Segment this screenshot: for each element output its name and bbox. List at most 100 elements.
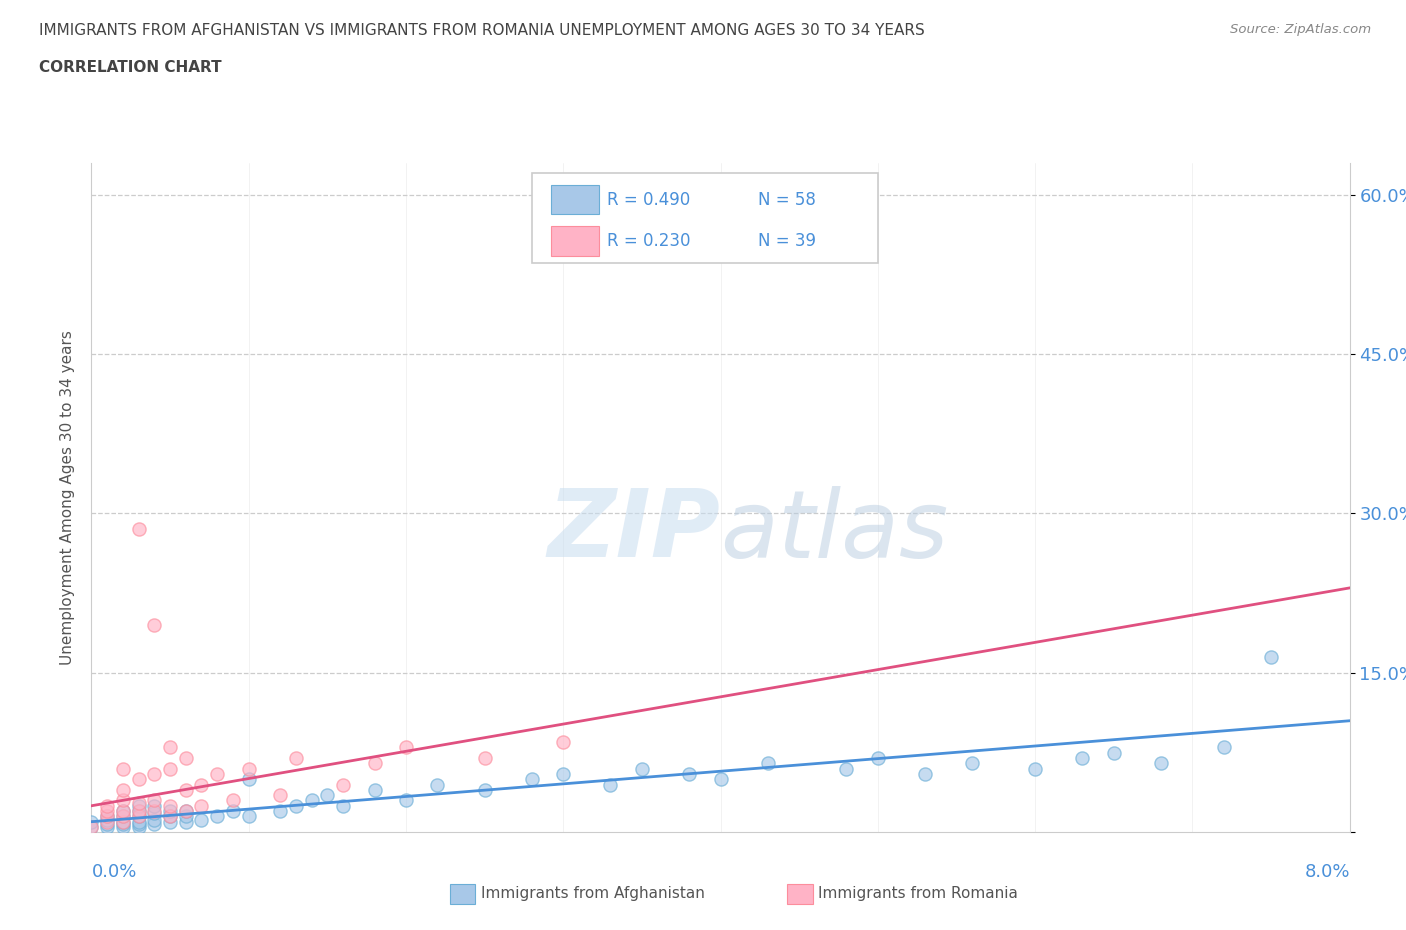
- Point: [111, 819, 134, 834]
- Point: [96, 812, 118, 827]
- Text: atlas: atlas: [720, 485, 949, 577]
- Point: [520, 772, 543, 787]
- Text: Immigrants from Afghanistan: Immigrants from Afghanistan: [481, 886, 704, 901]
- Point: [238, 809, 260, 824]
- Point: [238, 761, 260, 776]
- Point: [866, 751, 889, 765]
- Point: [238, 772, 260, 787]
- Point: [143, 805, 166, 820]
- Point: [174, 804, 197, 818]
- Point: [205, 766, 228, 781]
- Point: [159, 798, 181, 813]
- Point: [222, 804, 245, 818]
- Point: [205, 809, 228, 824]
- Point: [159, 809, 181, 824]
- Point: [111, 804, 134, 818]
- Text: R = 0.490: R = 0.490: [607, 191, 690, 208]
- Point: [962, 756, 984, 771]
- Point: [80, 819, 103, 834]
- Point: [756, 756, 779, 771]
- Y-axis label: Unemployment Among Ages 30 to 34 years: Unemployment Among Ages 30 to 34 years: [59, 330, 75, 665]
- FancyBboxPatch shape: [551, 226, 599, 256]
- Point: [96, 798, 118, 813]
- Point: [111, 782, 134, 797]
- Point: [174, 751, 197, 765]
- Point: [395, 793, 418, 808]
- Point: [174, 809, 197, 824]
- Point: [111, 804, 134, 818]
- Point: [111, 815, 134, 830]
- Point: [128, 809, 150, 824]
- Point: [553, 766, 575, 781]
- Point: [96, 809, 118, 824]
- Point: [709, 772, 731, 787]
- Point: [111, 815, 134, 830]
- Point: [631, 761, 654, 776]
- Text: IMMIGRANTS FROM AFGHANISTAN VS IMMIGRANTS FROM ROMANIA UNEMPLOYMENT AMONG AGES 3: IMMIGRANTS FROM AFGHANISTAN VS IMMIGRANT…: [39, 23, 925, 38]
- FancyBboxPatch shape: [551, 185, 599, 214]
- Point: [128, 804, 150, 818]
- Point: [111, 793, 134, 808]
- Point: [96, 809, 118, 824]
- Point: [128, 798, 150, 813]
- Text: ZIP: ZIP: [548, 485, 720, 577]
- Point: [1212, 740, 1234, 755]
- Point: [332, 777, 354, 792]
- Point: [143, 793, 166, 808]
- Point: [1102, 745, 1125, 760]
- Point: [914, 766, 936, 781]
- Point: [474, 751, 496, 765]
- Point: [284, 751, 307, 765]
- Point: [128, 804, 150, 818]
- Point: [111, 761, 134, 776]
- Point: [1024, 761, 1046, 776]
- Point: [111, 809, 134, 824]
- Point: [143, 798, 166, 813]
- Point: [128, 522, 150, 537]
- Point: [143, 618, 166, 632]
- Point: [143, 766, 166, 781]
- Point: [128, 819, 150, 834]
- Point: [190, 777, 212, 792]
- Point: [80, 819, 103, 834]
- Text: N = 39: N = 39: [758, 232, 817, 250]
- Point: [128, 795, 150, 810]
- Point: [143, 812, 166, 827]
- Text: N = 58: N = 58: [758, 191, 817, 208]
- Point: [128, 817, 150, 831]
- Point: [174, 782, 197, 797]
- Point: [143, 804, 166, 818]
- Point: [1071, 751, 1094, 765]
- Point: [96, 817, 118, 831]
- Point: [128, 815, 150, 830]
- Point: [159, 809, 181, 824]
- Point: [269, 804, 291, 818]
- Point: [96, 819, 118, 834]
- Point: [128, 809, 150, 824]
- Point: [301, 793, 323, 808]
- Point: [96, 815, 118, 830]
- Text: Source: ZipAtlas.com: Source: ZipAtlas.com: [1230, 23, 1371, 36]
- Text: Immigrants from Romania: Immigrants from Romania: [818, 886, 1018, 901]
- Text: 0.0%: 0.0%: [91, 863, 136, 882]
- Text: R = 0.230: R = 0.230: [607, 232, 690, 250]
- Point: [284, 798, 307, 813]
- Point: [111, 809, 134, 824]
- Point: [395, 740, 418, 755]
- Point: [159, 804, 181, 818]
- Point: [96, 804, 118, 818]
- Point: [363, 782, 385, 797]
- Point: [678, 766, 700, 781]
- Point: [835, 761, 858, 776]
- Point: [269, 788, 291, 803]
- Text: 8.0%: 8.0%: [1305, 863, 1350, 882]
- Point: [143, 817, 166, 831]
- Point: [474, 782, 496, 797]
- Point: [426, 777, 449, 792]
- Point: [363, 756, 385, 771]
- FancyBboxPatch shape: [531, 173, 877, 263]
- Point: [332, 798, 354, 813]
- Point: [174, 815, 197, 830]
- Point: [1260, 649, 1282, 664]
- Point: [316, 788, 339, 803]
